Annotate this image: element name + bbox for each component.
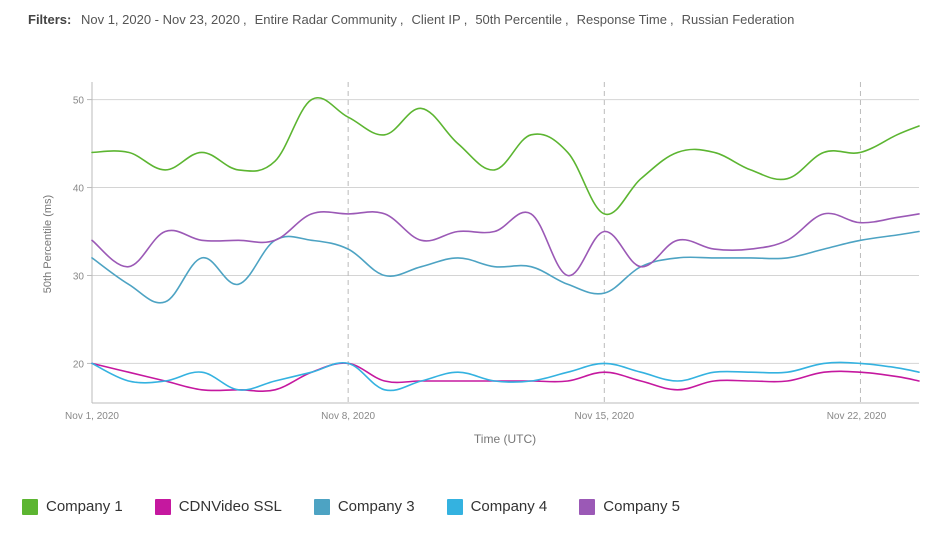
- y-tick-label: 50: [73, 96, 85, 107]
- x-tick-label: Nov 22, 2020: [827, 411, 887, 422]
- series-layer: [91, 97, 920, 393]
- filter-separator: ,: [565, 12, 569, 27]
- x-tick-label: Nov 1, 2020: [65, 411, 119, 422]
- legend-item[interactable]: CDNVideo SSL: [154, 498, 282, 515]
- series-line-cdnvideo-ssl: [91, 362, 920, 393]
- legend-label: CDNVideo SSL: [178, 498, 282, 515]
- filter-item: Entire Radar Community: [254, 12, 397, 27]
- filters-bar: Filters: Nov 1, 2020 - Nov 23, 2020, Enti…: [28, 12, 797, 27]
- legend-swatch: [154, 498, 171, 515]
- filter-separator: ,: [242, 12, 247, 27]
- series-line-company-5: [91, 211, 920, 277]
- filter-separator: ,: [670, 12, 674, 27]
- filter-item: Response Time: [576, 12, 667, 27]
- series-line-company-4: [91, 361, 920, 392]
- filter-separator: ,: [463, 12, 468, 27]
- filters-label: Filters:: [28, 12, 72, 27]
- axes-layer: 20 30 40 50 Nov 1, 2020 Nov 8, 2020 Nov 15, 20…: [65, 82, 919, 422]
- legend-label: Company 3: [337, 498, 415, 515]
- legend-label: Company 4: [470, 498, 548, 515]
- legend-swatch: [313, 498, 330, 515]
- filter-item: Russian Federation: [681, 12, 795, 27]
- filter-item: 50th Percentile: [475, 12, 563, 27]
- grid-layer: [92, 82, 919, 403]
- legend-label: Company 1: [46, 498, 123, 515]
- y-tick-label: 20: [73, 359, 85, 370]
- legend-swatch: [579, 498, 596, 515]
- legend-label: Company 5: [603, 498, 680, 515]
- filter-separator: ,: [399, 12, 404, 27]
- y-tick-label: 40: [73, 184, 85, 195]
- x-axis-title: Time (UTC): [474, 432, 536, 446]
- series-line-company-1: [91, 97, 920, 216]
- legend-item[interactable]: Company 5: [579, 498, 680, 515]
- chart-legend: Company 1 CDNVideo SSL Company 3 Company 4 C…: [22, 498, 712, 515]
- legend-item[interactable]: Company 1: [22, 498, 123, 515]
- legend-swatch: [22, 498, 38, 515]
- legend-swatch: [446, 498, 463, 515]
- y-axis-title: 50th Percentile (ms): [42, 195, 54, 293]
- filter-item: Client IP: [411, 12, 461, 27]
- filter-items: Nov 1, 2020 - Nov 23, 2020, Entire Radar …: [81, 12, 797, 27]
- x-tick-label: Nov 15, 2020: [575, 411, 635, 422]
- series-line-company-3: [91, 230, 920, 304]
- x-tick-label: Nov 8, 2020: [321, 411, 375, 422]
- y-tick-label: 30: [73, 271, 85, 282]
- legend-item[interactable]: Company 3: [313, 498, 415, 515]
- filter-item: Nov 1, 2020 - Nov 23, 2020: [80, 12, 240, 27]
- legend-item[interactable]: Company 4: [446, 498, 548, 515]
